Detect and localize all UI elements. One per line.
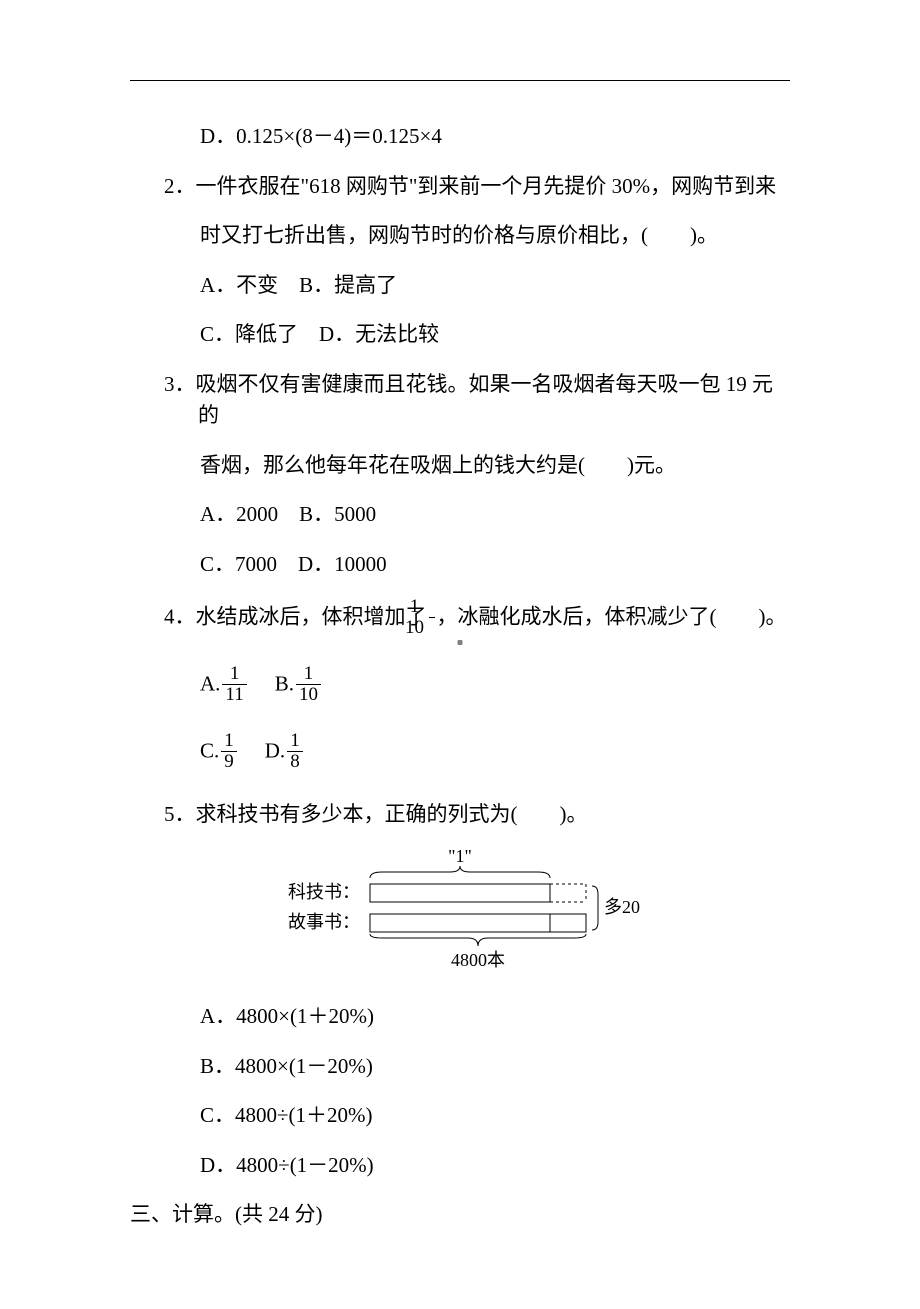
q4-c-den: 9	[221, 752, 237, 772]
q3-option-a: A．2000	[200, 502, 278, 526]
q2-option-c: C．降低了	[200, 322, 298, 346]
q4-b-den: 10	[296, 685, 321, 705]
q5-option-c: C．4800÷(1＋20%)	[130, 1100, 790, 1132]
q2-stem-line1: 2．一件衣服在"618 网购节"到来前一个月先提价 30%，网购节到来	[164, 171, 790, 203]
q4-stem-frac-den: 10	[429, 618, 435, 638]
q4-options-row1: A.111 B.110	[130, 665, 790, 706]
svg-text:科技书：: 科技书：	[288, 882, 360, 902]
q5-option-b: B．4800×(1－20%)	[130, 1051, 790, 1083]
q4-a-den: 11	[222, 685, 246, 705]
q4-a-label: A.	[200, 671, 220, 695]
svg-text:4800本: 4800本	[451, 950, 505, 970]
q5-stem: 5．求科技书有多少本，正确的列式为( )。	[164, 799, 790, 831]
q4-a-num: 1	[222, 664, 246, 685]
top-rule	[130, 80, 790, 81]
center-marker	[458, 640, 463, 645]
q4-stem: 4．水结成冰后，体积增加了110，冰融化成水后，体积减少了( )。	[164, 598, 790, 639]
q4-c-label: C.	[200, 738, 219, 762]
q4-options-row2: C.19 D.18	[130, 732, 790, 773]
q2-options-row2: C．降低了 D．无法比较	[130, 319, 790, 351]
q3-stem-line2: 香烟，那么他每年花在吸烟上的钱大约是( )元。	[130, 450, 790, 482]
section-3-heading: 三、计算。(共 24 分)	[130, 1199, 790, 1231]
q4-option-a: A.111	[200, 665, 249, 706]
q4-b-fraction: 110	[296, 664, 321, 705]
q2-option-b: B．提高了	[299, 273, 397, 297]
q5-option-d: D．4800÷(1－20%)	[130, 1150, 790, 1182]
q4-stem-fraction: 110	[429, 597, 435, 638]
q4-b-num: 1	[296, 664, 321, 685]
q3-option-d: D．10000	[298, 552, 387, 576]
q1-option-d: D．0.125×(8－4)＝0.125×4	[130, 121, 790, 153]
q4-d-fraction: 18	[287, 731, 303, 772]
q3-stem-line1: 3．吸烟不仅有害健康而且花钱。如果一名吸烟者每天吸一包 19 元的	[164, 369, 790, 432]
q2-option-d: D．无法比较	[319, 322, 439, 346]
q4-stem-a: 4．水结成冰后，体积增加了	[164, 604, 427, 628]
q4-option-c: C.19	[200, 732, 239, 773]
q4-option-d: D.18	[265, 732, 305, 773]
q4-d-label: D.	[265, 738, 285, 762]
q3-option-c: C．7000	[200, 552, 277, 576]
q4-c-fraction: 19	[221, 731, 237, 772]
q4-c-num: 1	[221, 731, 237, 752]
q4-a-fraction: 111	[222, 664, 246, 705]
q4-d-den: 8	[287, 752, 303, 772]
q3-options-row1: A．2000 B．5000	[130, 499, 790, 531]
q4-option-b: B.110	[275, 665, 323, 706]
q2-stem-line2: 时又打七折出售，网购节时的价格与原价相比，( )。	[130, 220, 790, 252]
q4-d-num: 1	[287, 731, 303, 752]
q2-options-row1: A．不变 B．提高了	[130, 270, 790, 302]
q2-option-a: A．不变	[200, 273, 278, 297]
q5-diagram-svg: "1" 科技书： 故事书： 多20% 4800本	[280, 848, 640, 978]
q5-diagram: "1" 科技书： 故事书： 多20% 4800本	[130, 848, 790, 983]
svg-text:多20%: 多20%	[604, 897, 640, 917]
q4-stem-frac-num: 1	[429, 597, 435, 618]
q5-option-a: A．4800×(1＋20%)	[130, 1001, 790, 1033]
q4-stem-b: ，冰融化成水后，体积减少了( )。	[437, 604, 787, 628]
svg-text:故事书：: 故事书：	[288, 912, 360, 932]
svg-text:"1": "1"	[448, 848, 472, 866]
q3-option-b: B．5000	[299, 502, 376, 526]
q4-b-label: B.	[275, 671, 294, 695]
q3-options-row2: C．7000 D．10000	[130, 549, 790, 581]
